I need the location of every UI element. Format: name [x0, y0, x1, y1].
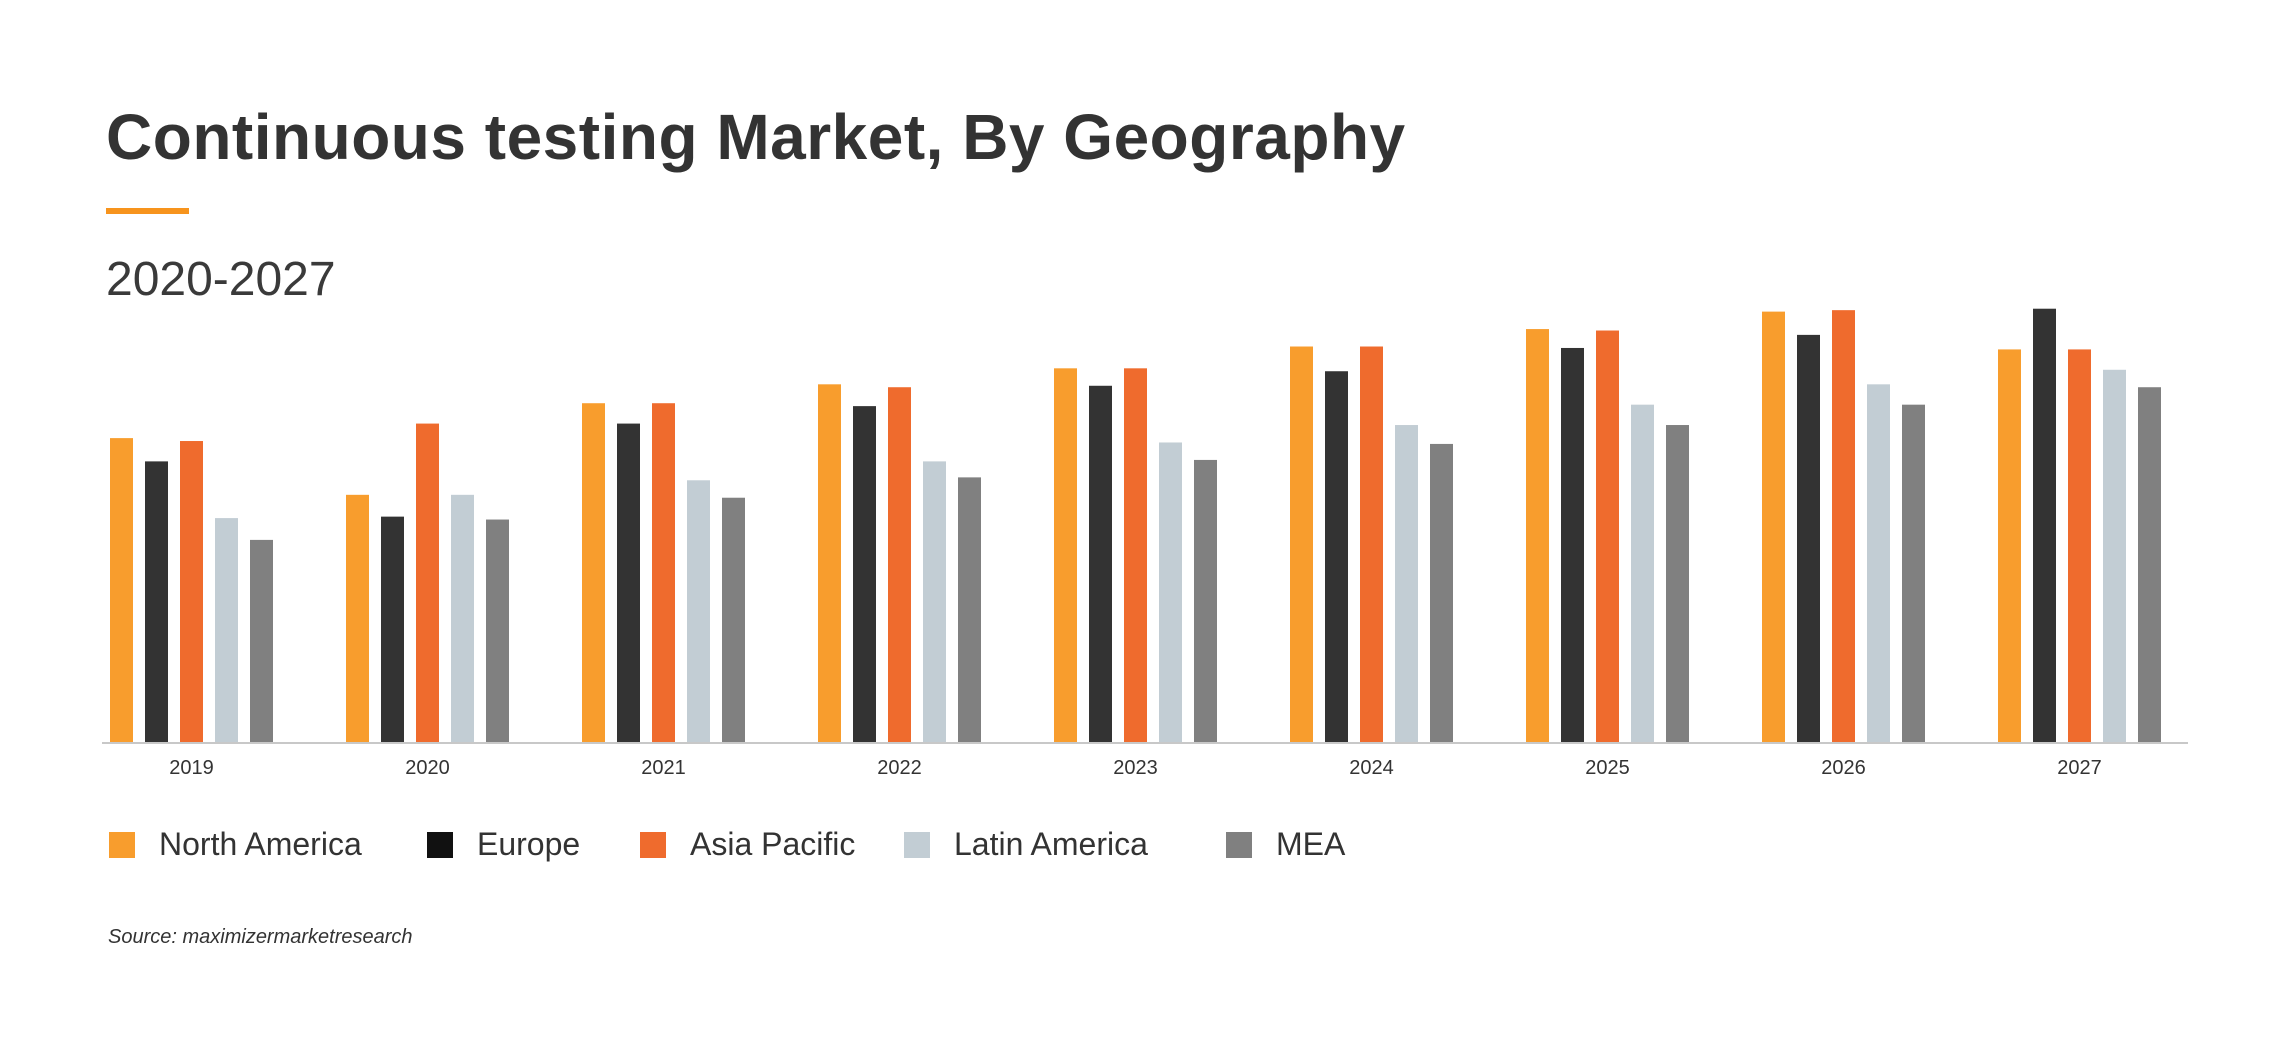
chart-title: Continuous testing Market, By Geography — [106, 101, 1406, 173]
bar-mea-2020 — [486, 519, 509, 742]
bar-europe-2020 — [381, 516, 404, 742]
bar-latin-america-2019 — [215, 518, 238, 742]
bar-europe-2026 — [1797, 334, 1820, 742]
bar-latin-america-2026 — [1867, 384, 1890, 742]
legend-label: MEA — [1276, 826, 1346, 862]
bar-latin-america-2022 — [923, 461, 946, 742]
bar-latin-america-2024 — [1395, 425, 1418, 742]
bar-north-america-2027 — [1998, 349, 2021, 742]
bar-asia-pacific-2024 — [1360, 346, 1383, 742]
bar-europe-2025 — [1561, 347, 1584, 742]
bar-north-america-2026 — [1762, 311, 1785, 742]
bar-north-america-2023 — [1054, 368, 1077, 742]
bar-europe-2024 — [1325, 371, 1348, 742]
x-tick-label: 2022 — [877, 757, 922, 779]
x-tick-label: 2023 — [1113, 757, 1158, 779]
bars-group — [110, 308, 2161, 742]
bar-north-america-2025 — [1526, 329, 1549, 742]
x-tick-label: 2027 — [2057, 757, 2102, 779]
bar-latin-america-2025 — [1631, 404, 1654, 742]
legend-swatch — [109, 831, 135, 858]
x-tick-labels: 2019 2020 2021 2022 2023 2024 2025 2026 2027 — [169, 757, 2102, 779]
legend-swatch — [1226, 831, 1252, 858]
bar-asia-pacific-2025 — [1596, 330, 1619, 742]
legend-item-mea: MEA — [1226, 826, 1345, 863]
legend-swatch — [640, 831, 666, 858]
bar-europe-2021 — [617, 423, 640, 742]
x-tick-label: 2025 — [1585, 757, 1630, 779]
source-note: Source: maximizermarketresearch — [108, 926, 413, 948]
title-accent-line — [106, 208, 189, 214]
legend-item-europe: Europe — [427, 826, 580, 863]
legend-label: North America — [159, 826, 362, 862]
legend-item-latin-america: Latin America — [904, 826, 1148, 863]
chart-subtitle: 2020-2027 — [106, 253, 336, 306]
x-tick-label: 2026 — [1821, 757, 1866, 779]
bar-asia-pacific-2027 — [2068, 349, 2091, 742]
bar-europe-2019 — [145, 461, 168, 742]
bar-north-america-2024 — [1290, 346, 1313, 742]
legend-item-north-america: North America — [109, 826, 362, 863]
legend-swatch — [904, 831, 930, 858]
bar-mea-2021 — [722, 497, 745, 742]
bar-mea-2019 — [250, 539, 273, 742]
bar-latin-america-2027 — [2103, 369, 2126, 742]
bar-latin-america-2021 — [687, 480, 710, 742]
bar-europe-2022 — [853, 406, 876, 742]
bar-asia-pacific-2022 — [888, 387, 911, 742]
bar-europe-2023 — [1089, 385, 1112, 742]
bar-latin-america-2023 — [1159, 442, 1182, 742]
bar-mea-2023 — [1194, 459, 1217, 742]
bar-mea-2025 — [1666, 425, 1689, 742]
bar-north-america-2019 — [110, 438, 133, 742]
x-tick-label: 2024 — [1349, 757, 1394, 779]
bar-asia-pacific-2021 — [652, 403, 675, 742]
x-tick-label: 2020 — [405, 757, 450, 779]
legend-label: Europe — [477, 826, 581, 862]
bar-mea-2024 — [1430, 443, 1453, 742]
legend-swatch — [427, 831, 453, 858]
legend-label: Asia Pacific — [690, 826, 856, 862]
legend-label: Latin America — [954, 826, 1148, 862]
bar-asia-pacific-2023 — [1124, 368, 1147, 742]
bar-asia-pacific-2020 — [416, 423, 439, 742]
bar-asia-pacific-2026 — [1832, 310, 1855, 742]
bar-chart: 2019 2020 2021 2022 2023 2024 2025 2026 2027 — [102, 308, 2188, 779]
bar-europe-2027 — [2033, 308, 2056, 742]
bar-mea-2027 — [2138, 387, 2161, 742]
x-tick-label: 2019 — [169, 757, 214, 779]
bar-mea-2022 — [958, 477, 981, 742]
bar-asia-pacific-2019 — [180, 441, 203, 742]
bar-north-america-2020 — [346, 494, 369, 742]
bar-north-america-2022 — [818, 384, 841, 742]
bar-north-america-2021 — [582, 403, 605, 742]
bar-latin-america-2020 — [451, 494, 474, 742]
bar-mea-2026 — [1902, 404, 1925, 742]
legend: North America Europe Asia Pacific Latin Ame… — [0, 826, 2280, 866]
legend-item-asia-pacific: Asia Pacific — [640, 826, 855, 863]
x-tick-label: 2021 — [641, 757, 686, 779]
